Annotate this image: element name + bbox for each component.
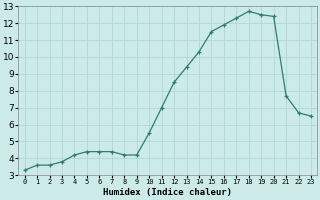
X-axis label: Humidex (Indice chaleur): Humidex (Indice chaleur) — [103, 188, 232, 197]
